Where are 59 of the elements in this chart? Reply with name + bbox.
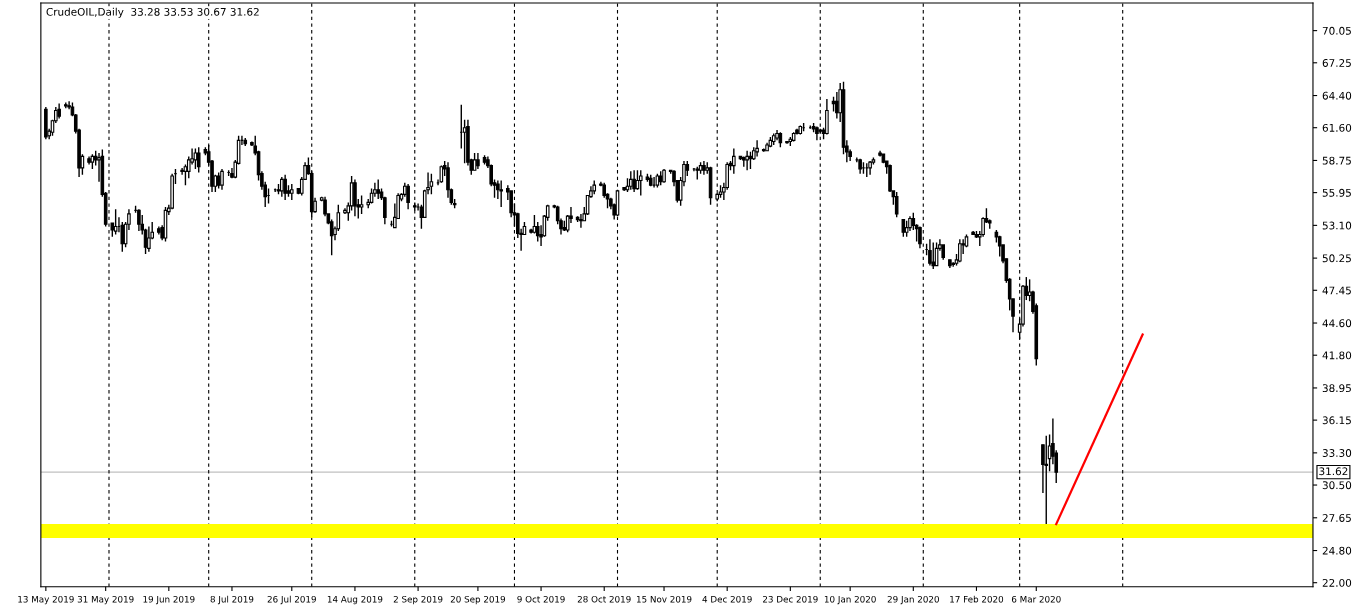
candlestick — [931, 241, 936, 270]
y-tick-label: 41.80 — [1322, 351, 1352, 360]
x-tick-label: 4 Dec 2019 — [702, 595, 752, 603]
y-tick-label: 50.25 — [1322, 254, 1351, 263]
x-tick-label: 17 Feb 2020 — [950, 595, 1004, 603]
candlestick — [220, 168, 224, 191]
y-tick-label: 53.10 — [1322, 221, 1352, 230]
candlestick — [1044, 434, 1049, 525]
candlestick — [429, 172, 434, 196]
candlestick — [180, 167, 184, 176]
x-tick-label: 31 May 2019 — [77, 595, 134, 605]
x-tick-label: 6 Mar 2020 — [1011, 595, 1061, 603]
candlestick — [732, 147, 736, 175]
x-tick-label: 26 Jul 2019 — [267, 595, 316, 605]
y-tick-label: 70.05 — [1322, 26, 1351, 35]
y-tick-label: 24.80 — [1322, 546, 1352, 555]
x-tick-label: 10 Jan 2020 — [824, 595, 876, 605]
candlestick — [499, 179, 503, 208]
y-tick-label: 33.30 — [1322, 449, 1352, 457]
candlestick — [193, 147, 198, 170]
y-tick-label: 58.75 — [1322, 156, 1351, 165]
x-tick-label: 23 Dec 2019 — [763, 595, 818, 603]
x-tick-label: 19 Jun 2019 — [143, 595, 195, 605]
x-tick-label: 9 Oct 2019 — [517, 595, 565, 603]
candlestick — [825, 98, 829, 136]
x-tick-label: 13 May 2019 — [18, 595, 74, 605]
y-tick-label: 55.95 — [1322, 188, 1351, 197]
y-tick-label: 22.00 — [1322, 578, 1352, 587]
x-tick-label: 15 Nov 2019 — [636, 595, 692, 603]
y-tick-label: 61.60 — [1322, 123, 1352, 132]
candlestick — [755, 139, 759, 158]
ref-line-label: 31.62 — [1319, 467, 1348, 476]
y-tick-label: 30.50 — [1322, 481, 1352, 490]
x-tick-label: 29 Jan 2020 — [887, 595, 939, 605]
candlestick — [353, 178, 357, 217]
x-tick-label: 8 Jul 2019 — [210, 595, 254, 605]
candlestick — [283, 174, 287, 201]
candlestick — [147, 225, 151, 253]
candlestick — [120, 221, 125, 253]
y-tick-label: 38.95 — [1322, 384, 1351, 393]
y-tick-label: 27.65 — [1322, 514, 1351, 522]
y-tick-label: 47.45 — [1322, 286, 1351, 295]
candlestick — [638, 169, 643, 197]
candlestick — [196, 146, 201, 174]
y-tick-label: 64.40 — [1322, 91, 1352, 100]
y-tick-label: 44.60 — [1322, 319, 1352, 328]
x-tick-label: 2 Sep 2019 — [393, 595, 443, 605]
candlestick — [535, 221, 540, 243]
candlestick — [928, 238, 932, 267]
x-tick-label: 20 Sep 2019 — [450, 595, 506, 605]
x-tick-label: 28 Oct 2019 — [577, 595, 631, 603]
y-tick-label: 67.25 — [1322, 59, 1351, 67]
x-tick-label: 14 Aug 2019 — [327, 595, 383, 605]
candlestick — [183, 163, 188, 186]
candlestick — [359, 194, 364, 215]
chart-title: CrudeOIL,Daily 33.28 33.53 30.67 31.62 — [46, 7, 259, 18]
candlestick — [632, 169, 636, 193]
y-tick-label: 36.15 — [1322, 416, 1351, 425]
candlestick — [137, 208, 141, 232]
